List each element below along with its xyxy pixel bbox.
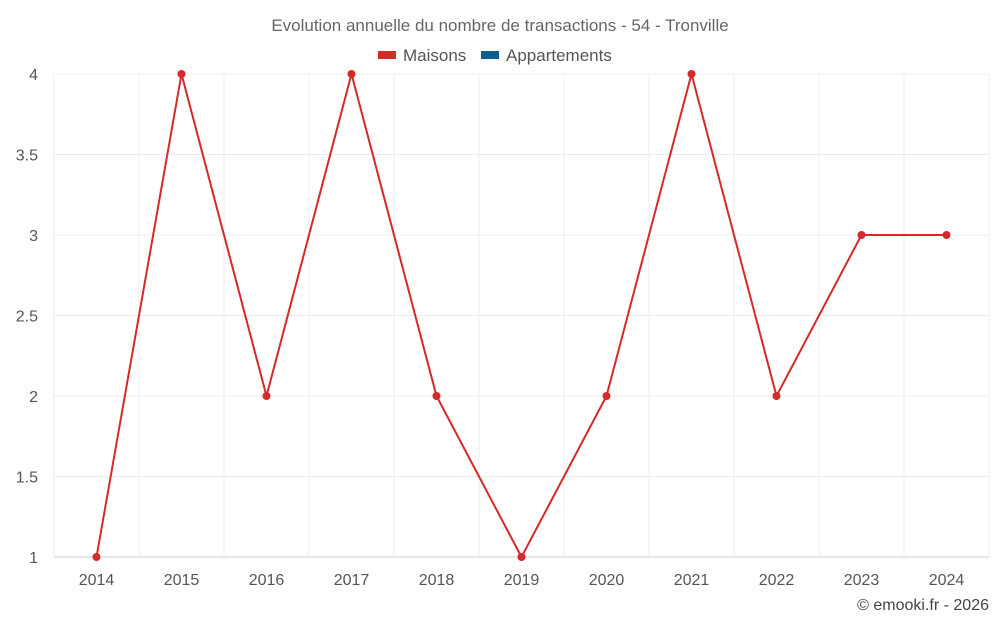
x-tick-label: 2016 (249, 572, 285, 589)
legend-label-maisons[interactable]: Maisons (403, 46, 466, 65)
x-tick-label: 2020 (589, 572, 625, 589)
legend: Maisons Appartements (378, 46, 612, 65)
x-tick-label: 2021 (674, 572, 710, 589)
data-point[interactable] (432, 392, 441, 400)
data-point[interactable] (92, 553, 101, 561)
x-tick-label: 2014 (79, 572, 115, 589)
data-point[interactable] (517, 553, 526, 561)
grid (53, 73, 990, 558)
x-axis-ticks: 2014 2015 2016 2017 2018 2019 2020 2021 2022 2023… (79, 572, 965, 589)
data-point[interactable] (857, 231, 866, 239)
series-layer (92, 70, 951, 561)
legend-swatch-maisons (378, 51, 396, 59)
y-tick-label: 1.5 (16, 470, 38, 487)
y-tick-label: 2 (29, 389, 38, 406)
data-point[interactable] (602, 392, 611, 400)
x-tick-label: 2017 (334, 572, 370, 589)
data-point[interactable] (772, 392, 781, 400)
data-point[interactable] (262, 392, 271, 400)
x-tick-label: 2022 (759, 572, 795, 589)
y-tick-label: 3.5 (16, 148, 38, 165)
x-tick-label: 2015 (164, 572, 200, 589)
credit-text: © emooki.fr - 2026 (857, 597, 989, 614)
data-point[interactable] (347, 70, 356, 78)
legend-label-appartements[interactable]: Appartements (506, 46, 612, 65)
legend-swatch-appartements (481, 51, 499, 59)
y-tick-label: 4 (29, 67, 38, 84)
y-tick-label: 1 (29, 550, 38, 567)
y-tick-label: 2.5 (16, 309, 38, 326)
data-point[interactable] (177, 70, 186, 78)
chart-title: Evolution annuelle du nombre de transact… (271, 16, 728, 35)
x-tick-label: 2024 (929, 572, 965, 589)
x-tick-label: 2018 (419, 572, 455, 589)
x-tick-label: 2019 (504, 572, 540, 589)
data-point[interactable] (942, 231, 951, 239)
x-tick-label: 2023 (844, 572, 880, 589)
y-axis-ticks: 1 1.5 2 2.5 3 3.5 4 (16, 67, 38, 567)
data-point[interactable] (687, 70, 696, 78)
y-tick-label: 3 (29, 228, 38, 245)
